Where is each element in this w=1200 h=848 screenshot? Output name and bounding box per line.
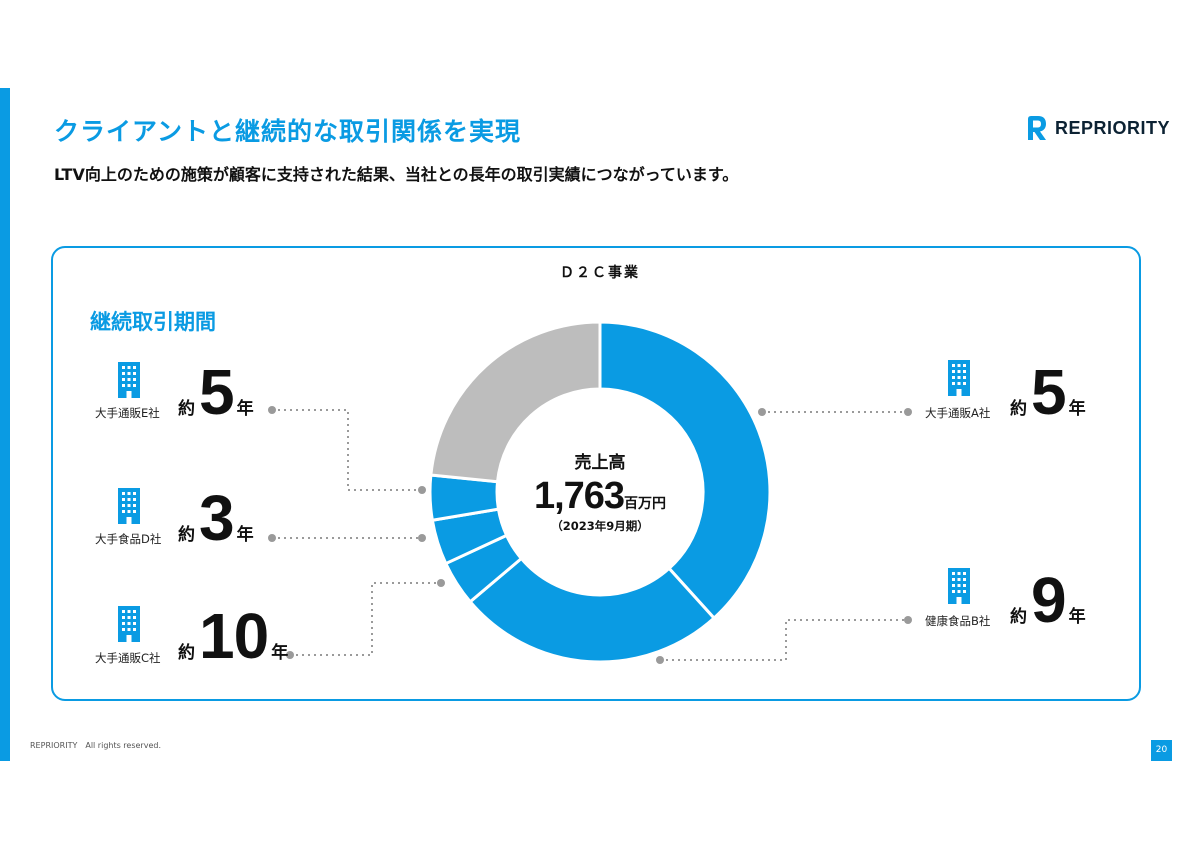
years-prefix: 約 <box>178 399 195 419</box>
chart-panel <box>51 246 1141 701</box>
client-name-e: 大手通販E社 <box>95 406 160 420</box>
building-icon <box>118 488 140 524</box>
logo-text: REPRIORITY <box>1055 117 1171 138</box>
revenue-value: 1,763 <box>533 475 625 517</box>
years-suffix: 年 <box>236 525 254 545</box>
years-prefix: 約 <box>178 643 195 663</box>
revenue-period: （2023年9月期） <box>551 519 649 533</box>
revenue-unit: 百万円 <box>624 496 667 512</box>
years-number: 10 <box>199 600 269 672</box>
building-icon <box>118 362 140 398</box>
years-number: 5 <box>1031 356 1067 428</box>
panel-title: Ｄ２Ｃ事業 <box>560 265 640 281</box>
years-number: 9 <box>1031 564 1067 636</box>
years-suffix: 年 <box>1068 399 1086 419</box>
revenue-value-row: 1,763百万円 <box>500 475 700 518</box>
accent-bar <box>0 88 10 761</box>
building-icon <box>948 360 970 396</box>
building-icon <box>948 568 970 604</box>
client-name-b: 健康食品B社 <box>925 614 991 628</box>
donut-center: 売上高 1,763百万円 （2023年9月期） <box>500 448 700 534</box>
client-name-d: 大手食品D社 <box>95 532 162 546</box>
page-title: クライアントと継続的な取引関係を実現 <box>54 117 522 146</box>
building-icon <box>118 606 140 642</box>
logo-mark-icon <box>1028 116 1046 140</box>
years-prefix: 約 <box>1010 399 1027 419</box>
years-suffix: 年 <box>236 399 254 419</box>
client-years-c: 約 10 年 <box>178 604 288 668</box>
revenue-label: 売上高 <box>574 453 626 473</box>
years-prefix: 約 <box>1010 607 1027 627</box>
footer-copyright: REPRIORITY All rights reserved. <box>30 741 162 750</box>
company-logo: REPRIORITY <box>1026 115 1170 141</box>
page-number: 20 <box>1151 740 1172 761</box>
years-suffix: 年 <box>271 643 289 663</box>
client-name-c: 大手通販C社 <box>95 651 161 665</box>
page-subtitle: LTV向上のための施策が顧客に支持された結果、当社との長年の取引実績につながって… <box>54 165 739 184</box>
period-label: 継続取引期間 <box>90 310 216 334</box>
years-prefix: 約 <box>178 525 195 545</box>
client-name-a: 大手通販A社 <box>925 406 991 420</box>
years-number: 5 <box>199 356 235 428</box>
years-suffix: 年 <box>1068 607 1086 627</box>
years-number: 3 <box>199 482 235 554</box>
